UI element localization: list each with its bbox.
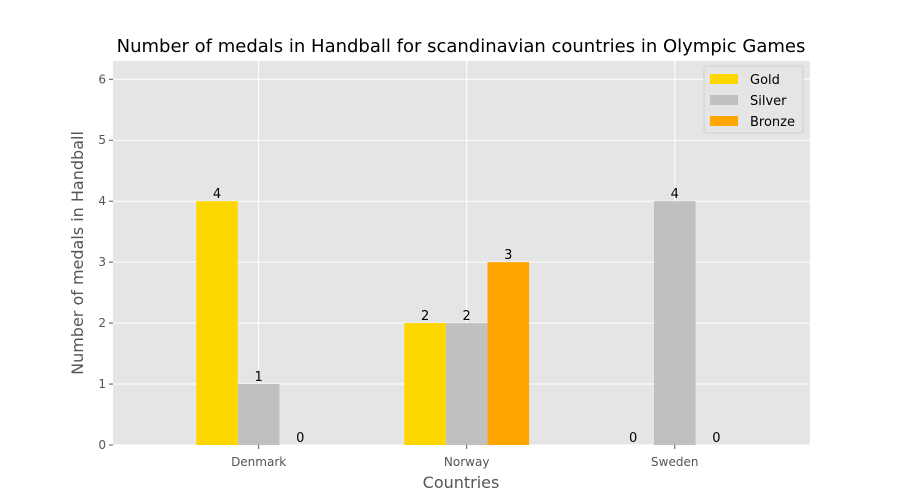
y-tick-label: 0 (98, 438, 106, 452)
y-tick-label: 3 (98, 255, 106, 269)
data-label: 2 (421, 309, 429, 324)
x-tick-label: Sweden (651, 455, 698, 469)
bar-silver-sweden (653, 201, 696, 445)
data-label: 4 (671, 187, 679, 202)
y-tick-label: 2 (98, 316, 106, 330)
legend-swatch-silver (710, 95, 738, 105)
data-label: 0 (629, 431, 637, 446)
chart-title: Number of medals in Handball for scandin… (117, 36, 806, 57)
x-tick-label: Norway (444, 455, 490, 469)
legend-label: Silver (750, 94, 787, 109)
legend: Gold Silver Bronze (703, 65, 804, 134)
axes: 0 1 2 3 4 5 6 Denmark Norway Sweden (98, 72, 698, 469)
bar-silver-norway (445, 323, 488, 445)
legend-swatch-gold (710, 74, 738, 84)
y-tick-label: 1 (98, 377, 106, 391)
data-label: 0 (296, 431, 304, 446)
data-label: 3 (504, 248, 512, 263)
y-tick-label: 6 (98, 72, 106, 86)
bar-gold-norway (404, 323, 446, 445)
legend-swatch-bronze (710, 116, 738, 126)
data-label: 0 (712, 431, 720, 446)
legend-label: Gold (750, 73, 780, 88)
bar-bronze-norway (487, 262, 530, 445)
data-labels: 4 2 0 1 2 4 0 3 0 (213, 187, 721, 446)
bar-gold-denmark (196, 201, 238, 445)
legend-label: Bronze (750, 115, 795, 130)
y-tick-label: 5 (98, 133, 106, 147)
data-label: 2 (463, 309, 471, 324)
y-tick-label: 4 (98, 194, 106, 208)
x-axis-label: Countries (423, 473, 500, 492)
x-tick-label: Denmark (231, 455, 286, 469)
data-label: 4 (213, 187, 221, 202)
bars (196, 201, 696, 445)
bar-silver-denmark (237, 384, 280, 445)
data-label: 1 (255, 370, 263, 385)
y-axis-label: Number of medals in Handball (68, 131, 87, 375)
